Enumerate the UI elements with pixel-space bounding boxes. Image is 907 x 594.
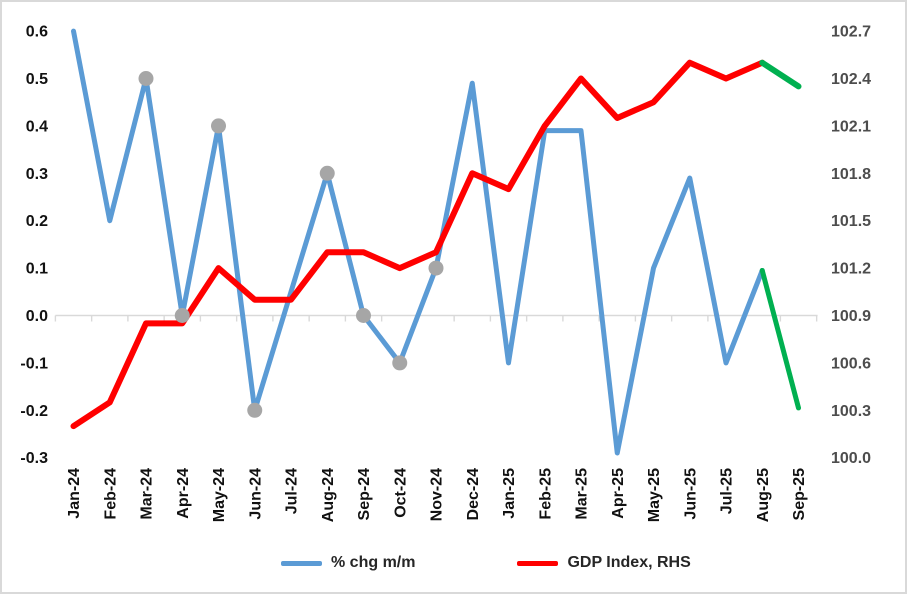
data-point-marker bbox=[247, 402, 263, 418]
x-axis-month-label: Sep-25 bbox=[791, 468, 808, 521]
left-axis-tick-label: -0.1 bbox=[20, 355, 48, 372]
right-axis-labels: 102.7 102.4 102.1 101.8 101.5 101.2 100.9 100.6… bbox=[831, 24, 871, 468]
right-axis-tick-label: 102.4 bbox=[831, 71, 871, 88]
legend-swatch-gdp-index-line bbox=[517, 560, 559, 566]
x-axis-month-label: Jun-25 bbox=[682, 468, 699, 520]
chart-legend: % chg m/m GDP Index, RHS bbox=[281, 554, 691, 572]
right-axis-tick-label: 101.5 bbox=[831, 213, 871, 230]
x-axis-month-label: Sep-24 bbox=[356, 468, 373, 521]
left-axis-tick-label: 0.5 bbox=[26, 71, 48, 88]
data-point-marker bbox=[319, 165, 335, 181]
series-gdp-index-line bbox=[70, 59, 802, 430]
right-axis-tick-label: 100.0 bbox=[831, 450, 871, 467]
legend-item-gdp-index: GDP Index, RHS bbox=[517, 554, 691, 572]
right-axis-tick-label: 100.6 bbox=[831, 355, 871, 372]
data-point-marker bbox=[211, 118, 226, 134]
right-axis-tick-label: 100.9 bbox=[831, 308, 871, 325]
data-point-marker bbox=[392, 355, 408, 371]
series-pct-chg-line bbox=[71, 28, 801, 456]
data-point-marker bbox=[428, 260, 444, 276]
x-axis-month-label: May-24 bbox=[211, 468, 228, 522]
left-axis-labels: 0.6 0.5 0.4 0.3 0.2 0.1 0.0 -0.1 -0.2 -0.3 bbox=[20, 24, 48, 468]
x-axis-month-label: Feb-24 bbox=[102, 468, 119, 520]
right-axis-tick-label: 100.3 bbox=[831, 403, 871, 420]
x-axis-month-label: Aug-25 bbox=[755, 468, 772, 522]
right-axis-tick-label: 102.7 bbox=[831, 24, 871, 41]
series-forecast-segment bbox=[759, 59, 802, 90]
x-axis-month-label: May-25 bbox=[646, 468, 663, 522]
x-axis-labels: Jan-24 Feb-24 Mar-24 Apr-24 May-24 Jun-24 Jul-… bbox=[66, 468, 808, 522]
right-axis-tick-label: 101.2 bbox=[831, 261, 871, 278]
data-point-marker bbox=[138, 71, 154, 86]
x-axis-month-label: Mar-25 bbox=[574, 468, 591, 520]
left-axis-tick-label: 0.2 bbox=[26, 213, 48, 230]
data-point-marker bbox=[356, 308, 371, 323]
x-axis-month-label: Jan-25 bbox=[501, 468, 518, 519]
x-axis-month-label: Jul-24 bbox=[284, 468, 301, 514]
x-axis-month-label: Jul-25 bbox=[719, 468, 736, 514]
legend-swatch-pct-chg-line bbox=[281, 560, 322, 566]
x-axis-month-label: Nov-24 bbox=[429, 468, 446, 521]
left-axis-tick-label: 0.3 bbox=[26, 166, 48, 183]
left-axis-tick-label: 0.0 bbox=[26, 308, 48, 325]
x-axis-month-label: Apr-24 bbox=[175, 468, 192, 519]
left-axis-tick-label: 0.6 bbox=[26, 24, 48, 41]
series-main-line bbox=[70, 59, 766, 430]
left-axis-tick-label: 0.1 bbox=[26, 261, 48, 278]
x-axis-month-label: Mar-24 bbox=[139, 468, 156, 520]
data-point-marker bbox=[174, 308, 190, 323]
x-axis-month-label: Aug-24 bbox=[320, 468, 337, 522]
legend-item-pct-chg: % chg m/m bbox=[281, 554, 415, 572]
left-axis-tick-label: -0.3 bbox=[20, 450, 48, 467]
x-axis-month-label: Oct-24 bbox=[392, 468, 409, 518]
legend-label-pct-chg: % chg m/m bbox=[331, 554, 416, 571]
x-axis-month-label: Apr-25 bbox=[610, 468, 627, 519]
left-axis-tick-label: 0.4 bbox=[26, 118, 48, 135]
right-axis-tick-label: 102.1 bbox=[831, 118, 871, 135]
series-main-line bbox=[71, 28, 765, 456]
x-axis-month-label: Jun-24 bbox=[247, 468, 264, 520]
x-axis-month-label: Dec-24 bbox=[465, 468, 482, 521]
x-axis-month-label: Feb-25 bbox=[537, 468, 554, 520]
legend-label-gdp-index: GDP Index, RHS bbox=[567, 554, 691, 571]
left-axis-tick-label: -0.2 bbox=[20, 403, 48, 420]
right-axis-tick-label: 101.8 bbox=[831, 166, 871, 183]
x-axis-month-label: Jan-24 bbox=[66, 468, 83, 519]
series-forecast-segment bbox=[759, 267, 801, 411]
